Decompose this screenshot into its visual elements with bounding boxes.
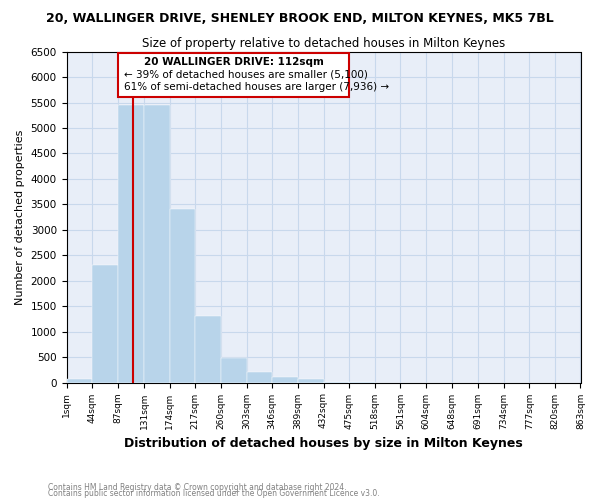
Bar bbox=[196, 316, 221, 382]
Title: Size of property relative to detached houses in Milton Keynes: Size of property relative to detached ho… bbox=[142, 38, 505, 51]
Text: 20, WALLINGER DRIVE, SHENLEY BROOK END, MILTON KEYNES, MK5 7BL: 20, WALLINGER DRIVE, SHENLEY BROOK END, … bbox=[46, 12, 554, 26]
X-axis label: Distribution of detached houses by size in Milton Keynes: Distribution of detached houses by size … bbox=[124, 437, 523, 450]
Y-axis label: Number of detached properties: Number of detached properties bbox=[15, 130, 25, 305]
Text: 61% of semi-detached houses are larger (7,936) →: 61% of semi-detached houses are larger (… bbox=[124, 82, 389, 92]
Bar bbox=[92, 266, 118, 382]
Bar bbox=[221, 358, 247, 382]
Bar bbox=[247, 372, 272, 382]
Bar bbox=[67, 379, 92, 382]
Bar bbox=[144, 105, 170, 382]
Text: ← 39% of detached houses are smaller (5,100): ← 39% of detached houses are smaller (5,… bbox=[124, 70, 368, 80]
Text: Contains public sector information licensed under the Open Government Licence v3: Contains public sector information licen… bbox=[48, 490, 380, 498]
Bar bbox=[272, 378, 298, 382]
FancyBboxPatch shape bbox=[118, 52, 349, 98]
Bar bbox=[298, 379, 323, 382]
Text: 20 WALLINGER DRIVE: 112sqm: 20 WALLINGER DRIVE: 112sqm bbox=[143, 57, 323, 67]
Bar bbox=[118, 105, 144, 382]
Bar bbox=[170, 210, 196, 382]
Text: Contains HM Land Registry data © Crown copyright and database right 2024.: Contains HM Land Registry data © Crown c… bbox=[48, 484, 347, 492]
